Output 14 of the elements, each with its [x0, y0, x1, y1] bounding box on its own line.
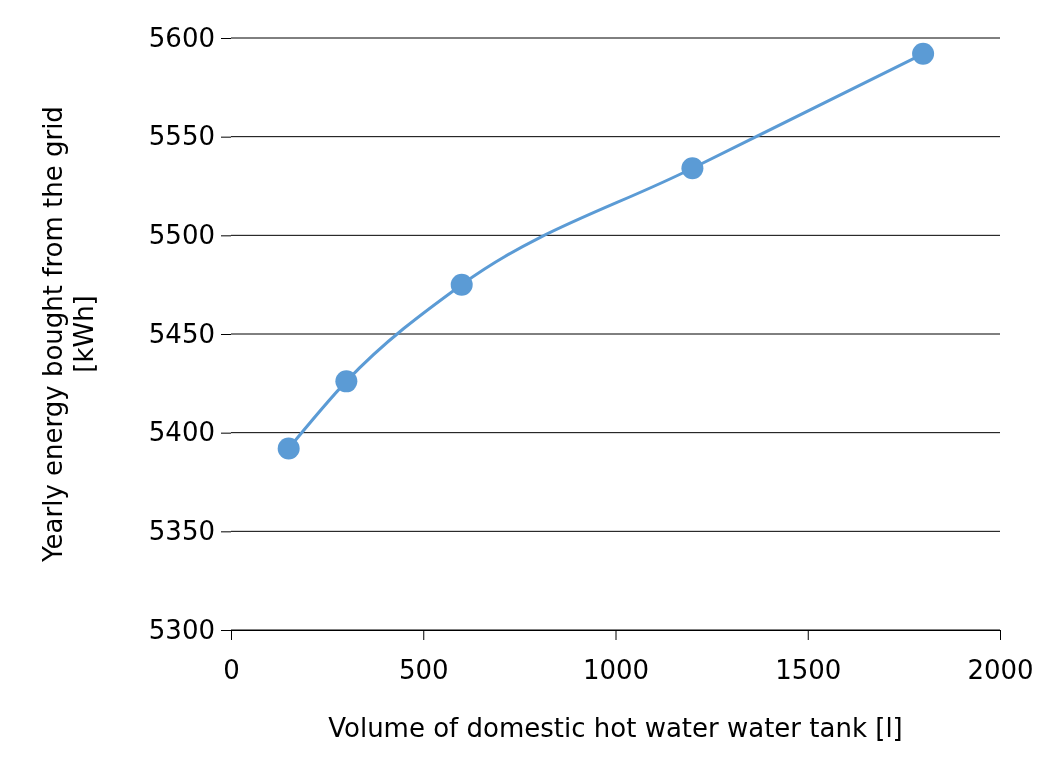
y-tick-label: 5500	[148, 220, 215, 251]
y-tick-label: 5450	[148, 318, 215, 349]
x-tick-label: 1500	[775, 655, 842, 686]
x-tick-label: 500	[398, 655, 449, 686]
x-tick-label: 0	[223, 655, 240, 686]
y-tick-label: 5350	[148, 516, 215, 547]
x-tick-label: 1000	[582, 655, 650, 686]
y-axis-title: Yearly energy bought from the grid [kWh]	[38, 106, 100, 563]
x-tick-label: 2000	[967, 655, 1034, 686]
y-tick-label: 5300	[148, 614, 215, 645]
y-tick-label: 5400	[148, 417, 215, 448]
y-tick-label: 5550	[148, 121, 215, 152]
x-axis-title: Volume of domestic hot water water tank [l]	[328, 713, 903, 743]
y-tick-label: 5600	[148, 22, 215, 53]
